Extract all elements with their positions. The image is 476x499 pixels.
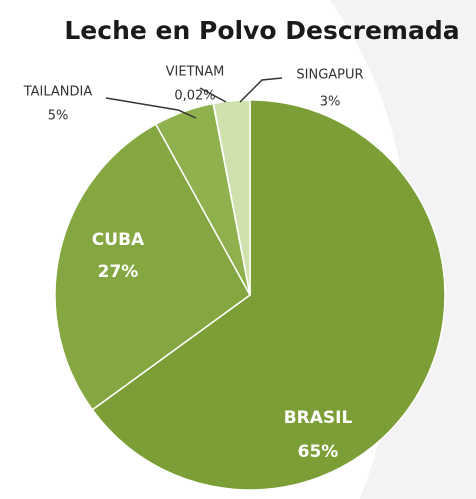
slice-label: TAILANDIA: [23, 85, 93, 100]
slice-value-label: 3%: [320, 95, 341, 110]
pie-slice: [212, 99, 251, 296]
slice-label: VIETNAM: [166, 65, 225, 80]
background-swoosh: [330, 0, 476, 499]
pie-slice: [91, 99, 446, 491]
slice-value-label: 5%: [48, 109, 69, 124]
slice-value-label: 0,02%: [174, 89, 215, 104]
slice-value-label: 65%: [298, 442, 339, 462]
leader-line: [105, 97, 197, 119]
leader-line: [199, 87, 227, 103]
pie-slice: [54, 123, 251, 411]
slice-label: SINGAPUR: [296, 68, 363, 83]
slice-value-label: 27%: [98, 262, 139, 282]
pie: [54, 99, 446, 491]
slice-label: CUBA: [92, 230, 145, 250]
slice-label: BRASIL: [284, 408, 353, 428]
leader-line: [239, 77, 283, 103]
chart-title: Leche en Polvo Descremada: [64, 16, 459, 45]
